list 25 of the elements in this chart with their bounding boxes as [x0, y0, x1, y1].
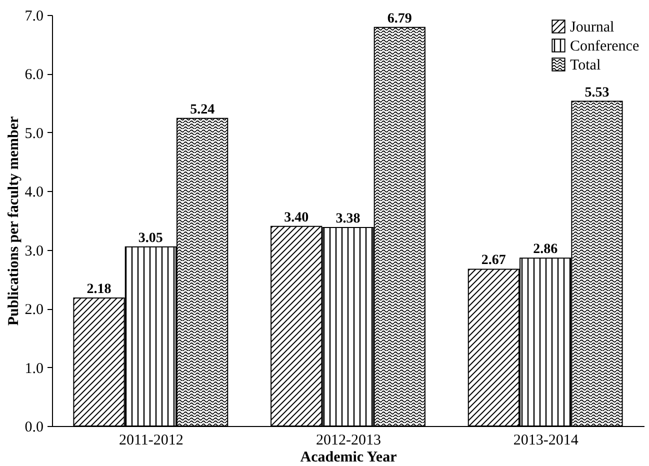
x-tick-label: 2011-2012: [118, 432, 184, 448]
data-label: 3.38: [336, 212, 360, 227]
data-label: 6.79: [387, 11, 412, 26]
y-tick-label: 7.0: [24, 8, 44, 24]
y-axis-title: Publications per faculty member: [6, 116, 22, 326]
y-tick-label: 5.0: [24, 126, 44, 142]
data-label: 2.67: [481, 253, 506, 268]
y-tick-label: 1.0: [24, 360, 44, 377]
x-tick-label: 2013-2014: [513, 432, 579, 448]
legend-label: Conference: [570, 38, 640, 54]
y-tick-label: 4.0: [24, 184, 44, 201]
data-label: 5.53: [584, 85, 610, 100]
data-label: 2.18: [86, 282, 112, 298]
x-axis-title: Academic Year: [300, 450, 398, 466]
data-label: 2.86: [533, 242, 558, 258]
x-tick-label: 2012-2013: [316, 432, 381, 448]
y-tick-label: 2.0: [24, 302, 44, 318]
y-tick-label: 6.0: [24, 67, 44, 84]
legend-label: Journal: [570, 20, 614, 36]
legend-label: Total: [570, 58, 601, 74]
data-label: 5.24: [190, 102, 215, 118]
y-tick-label: 0.0: [24, 420, 44, 436]
data-label: 3.05: [138, 230, 163, 246]
data-label: 3.40: [284, 210, 309, 226]
y-tick-label: 3.0: [24, 243, 44, 260]
